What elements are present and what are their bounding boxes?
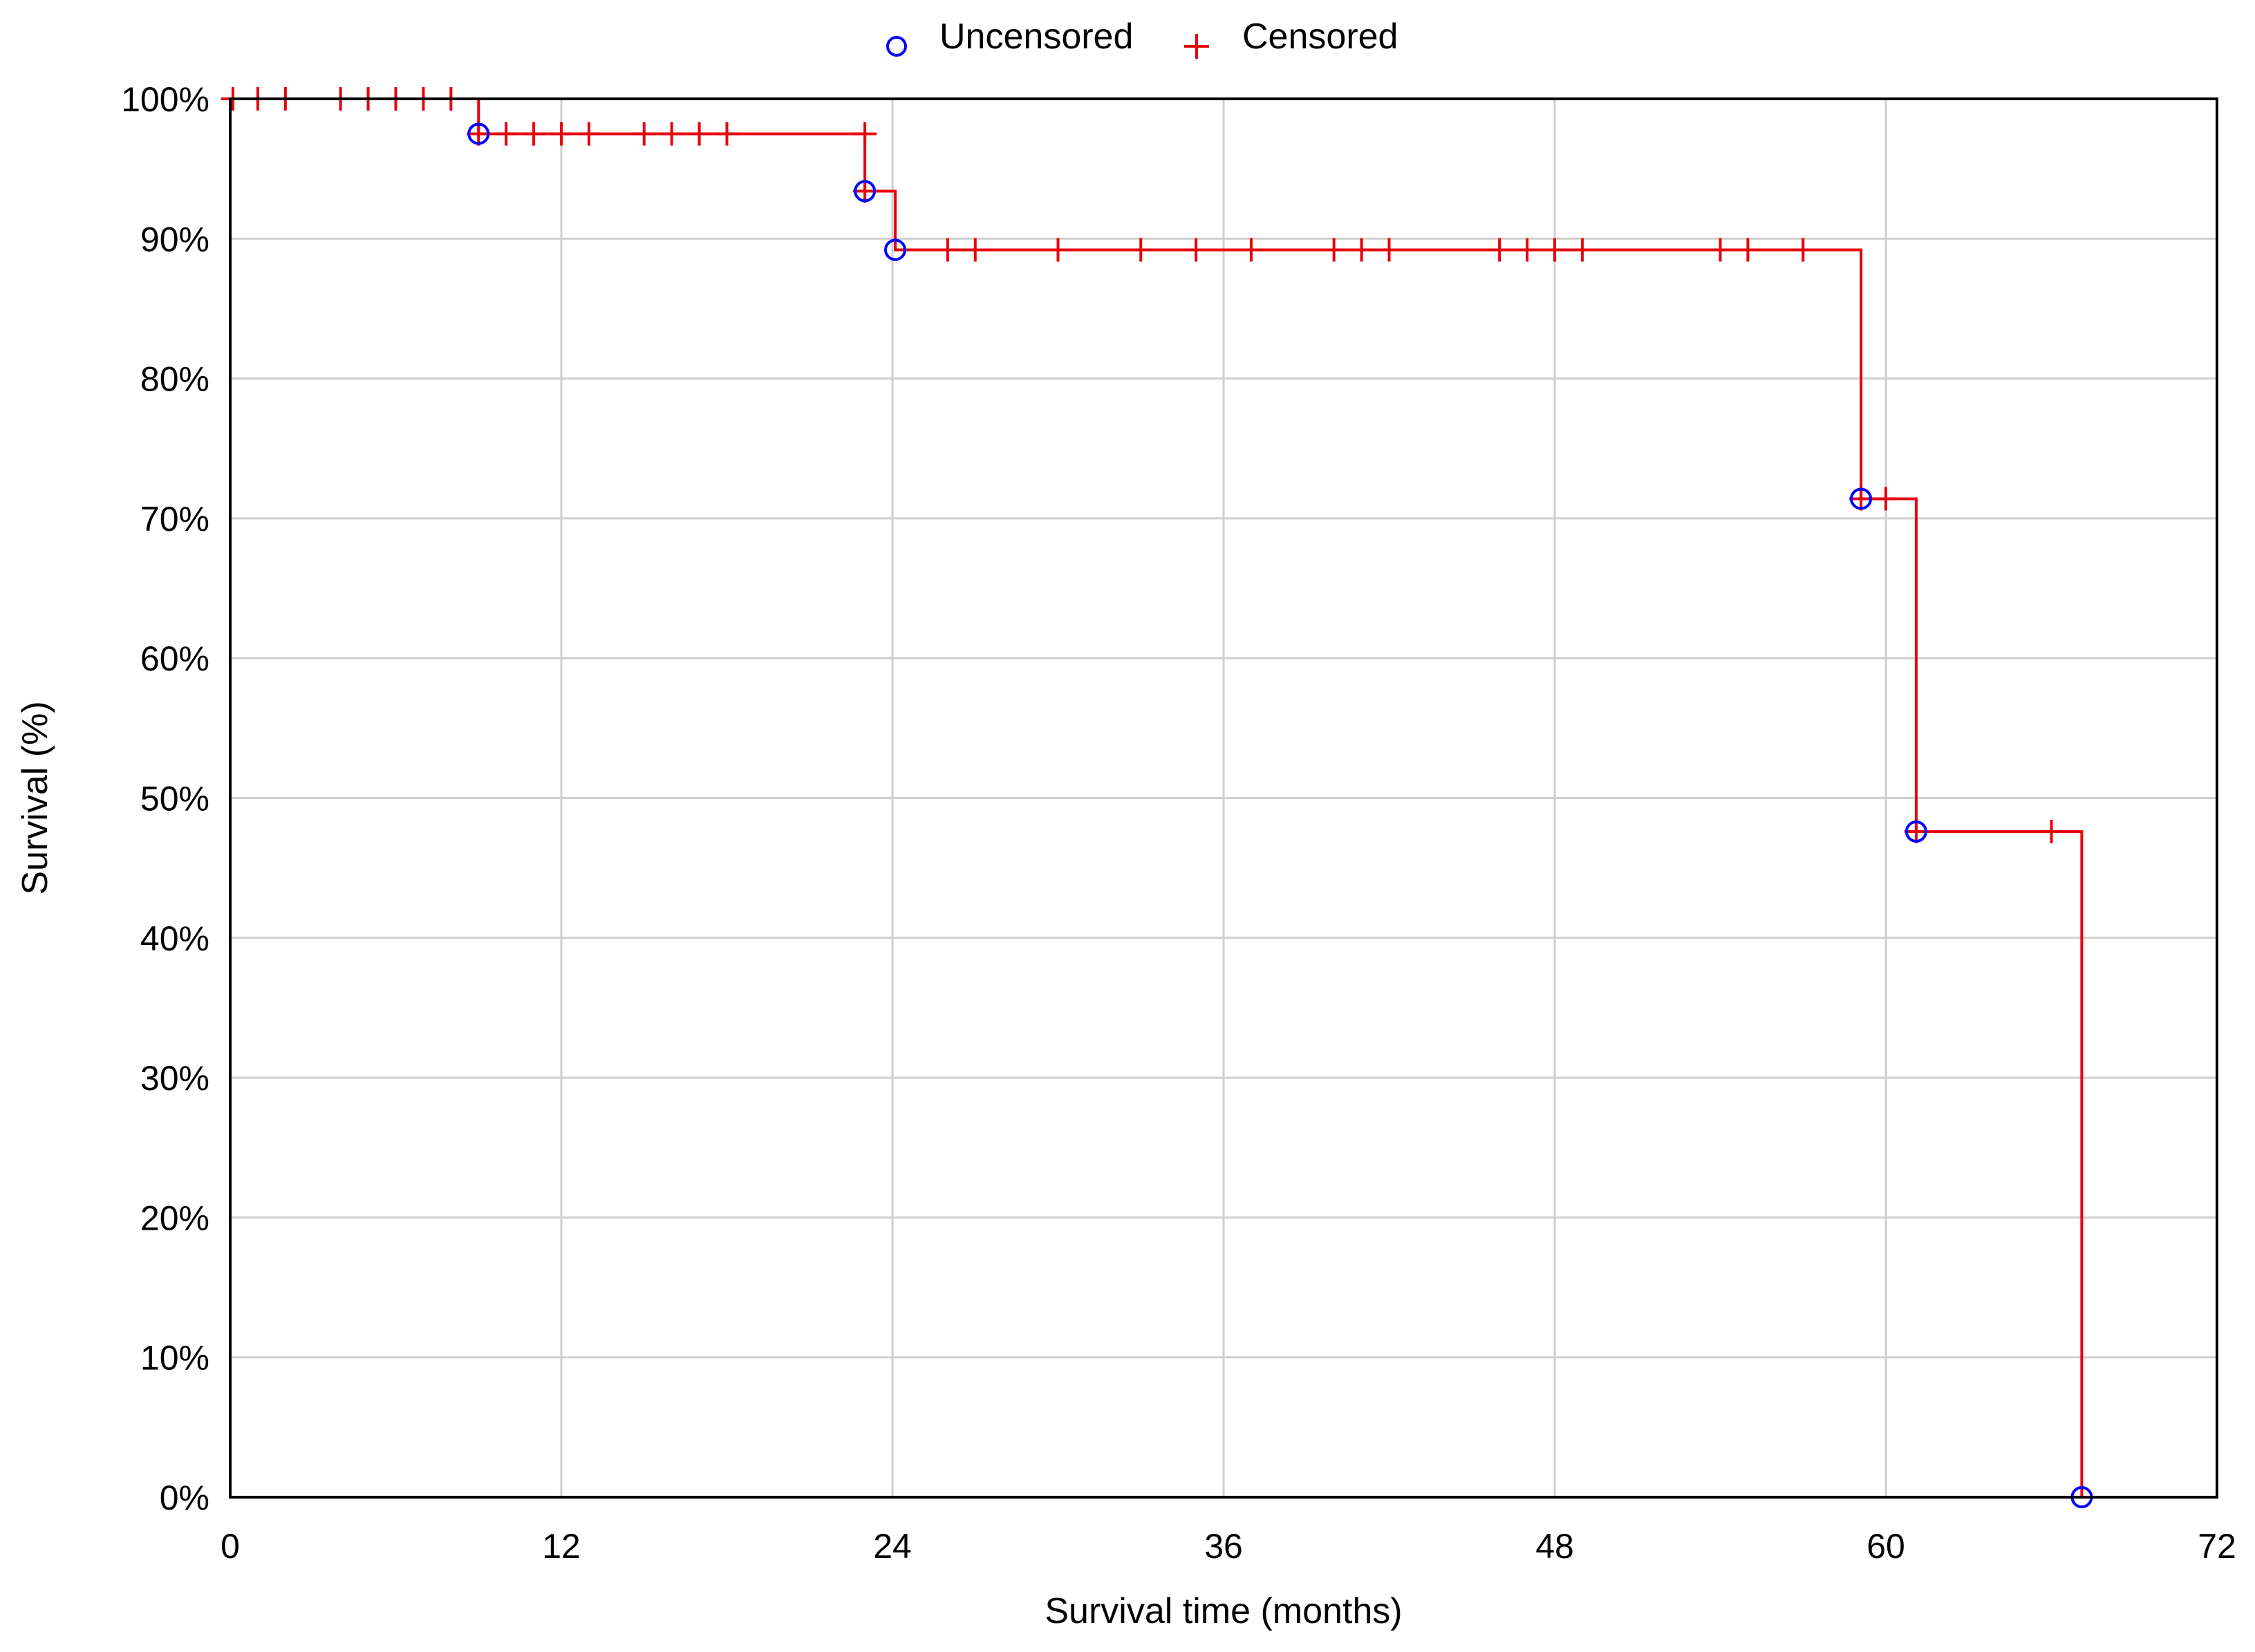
y-tick-label: 80% <box>140 360 209 399</box>
uncensored-marker <box>1850 487 1873 510</box>
uncensored-marker <box>883 238 906 261</box>
y-tick-label: 90% <box>140 220 209 259</box>
legend-uncensored-label: Uncensored <box>939 17 1133 57</box>
censored-marker <box>1515 238 1540 262</box>
censored-marker <box>659 122 684 146</box>
censored-marker <box>1736 238 1760 262</box>
x-tick-label: 24 <box>873 1527 912 1566</box>
x-tick-label: 12 <box>542 1527 581 1566</box>
censored-marker <box>963 238 987 262</box>
censored-marker <box>1322 238 1346 262</box>
censored-marker <box>1570 238 1594 262</box>
censored-marker <box>1849 487 1873 511</box>
censored-marker <box>494 122 518 146</box>
censored-marker <box>1184 238 1208 262</box>
y-tick-labels: 0% 10% 20% 30% 40% 50% 60% 70% 80% 90% 100% <box>121 80 209 1517</box>
censored-marker <box>1904 820 1928 844</box>
y-tick-label: 70% <box>140 500 209 538</box>
uncensored-marker <box>467 122 490 145</box>
censored-marker <box>1874 487 1898 511</box>
y-tick-label: 50% <box>140 780 209 818</box>
censored-marker <box>1046 238 1070 262</box>
censored-marker <box>853 179 877 203</box>
censored-marker <box>687 122 711 146</box>
censored-marker <box>577 122 601 146</box>
uncensored-marker <box>1905 820 1927 843</box>
censored-marker <box>1791 238 1815 262</box>
y-tick-label: 100% <box>121 80 209 119</box>
censored-marker <box>2039 820 2064 844</box>
censored-marker <box>853 122 877 146</box>
censored-marker <box>550 122 573 146</box>
uncensored-marker <box>854 180 877 203</box>
x-tick-labels: 0 12 24 36 48 60 72 <box>221 1527 2236 1566</box>
x-tick-label: 48 <box>1535 1527 1574 1566</box>
y-tick-label: 10% <box>140 1339 209 1378</box>
censored-marker <box>1488 238 1512 262</box>
y-tick-label: 40% <box>140 919 209 958</box>
censored-marker <box>1349 238 1374 262</box>
legend: Uncensored Censored <box>886 17 1398 59</box>
censored-marker <box>715 122 739 146</box>
x-tick-label: 72 <box>2198 1527 2236 1566</box>
x-tick-label: 0 <box>221 1527 240 1566</box>
censored-marker <box>1239 238 1263 262</box>
censored-marker <box>1543 238 1566 262</box>
y-tick-label: 0% <box>160 1479 209 1517</box>
y-axis-title: Survival (%) <box>15 701 55 894</box>
grid-lines <box>230 99 2217 1497</box>
censored-marker <box>1377 238 1401 262</box>
censored-marker <box>1129 238 1153 262</box>
legend-uncensored-marker <box>886 36 907 57</box>
censored-marker <box>1708 238 1732 262</box>
censored-marker <box>522 122 546 146</box>
censored-marker <box>632 122 656 146</box>
censored-marker <box>935 238 960 262</box>
y-tick-label: 60% <box>140 639 209 678</box>
legend-censored-marker <box>1184 34 1209 59</box>
y-tick-label: 20% <box>140 1199 209 1237</box>
x-tick-label: 60 <box>1866 1527 1905 1566</box>
censored-marker <box>467 122 491 146</box>
x-axis-title: Survival time (months) <box>1045 1591 1402 1631</box>
x-tick-label: 36 <box>1204 1527 1243 1566</box>
plot-frame <box>229 97 2218 1499</box>
legend-censored-label: Censored <box>1242 17 1398 57</box>
y-tick-label: 30% <box>140 1059 209 1098</box>
